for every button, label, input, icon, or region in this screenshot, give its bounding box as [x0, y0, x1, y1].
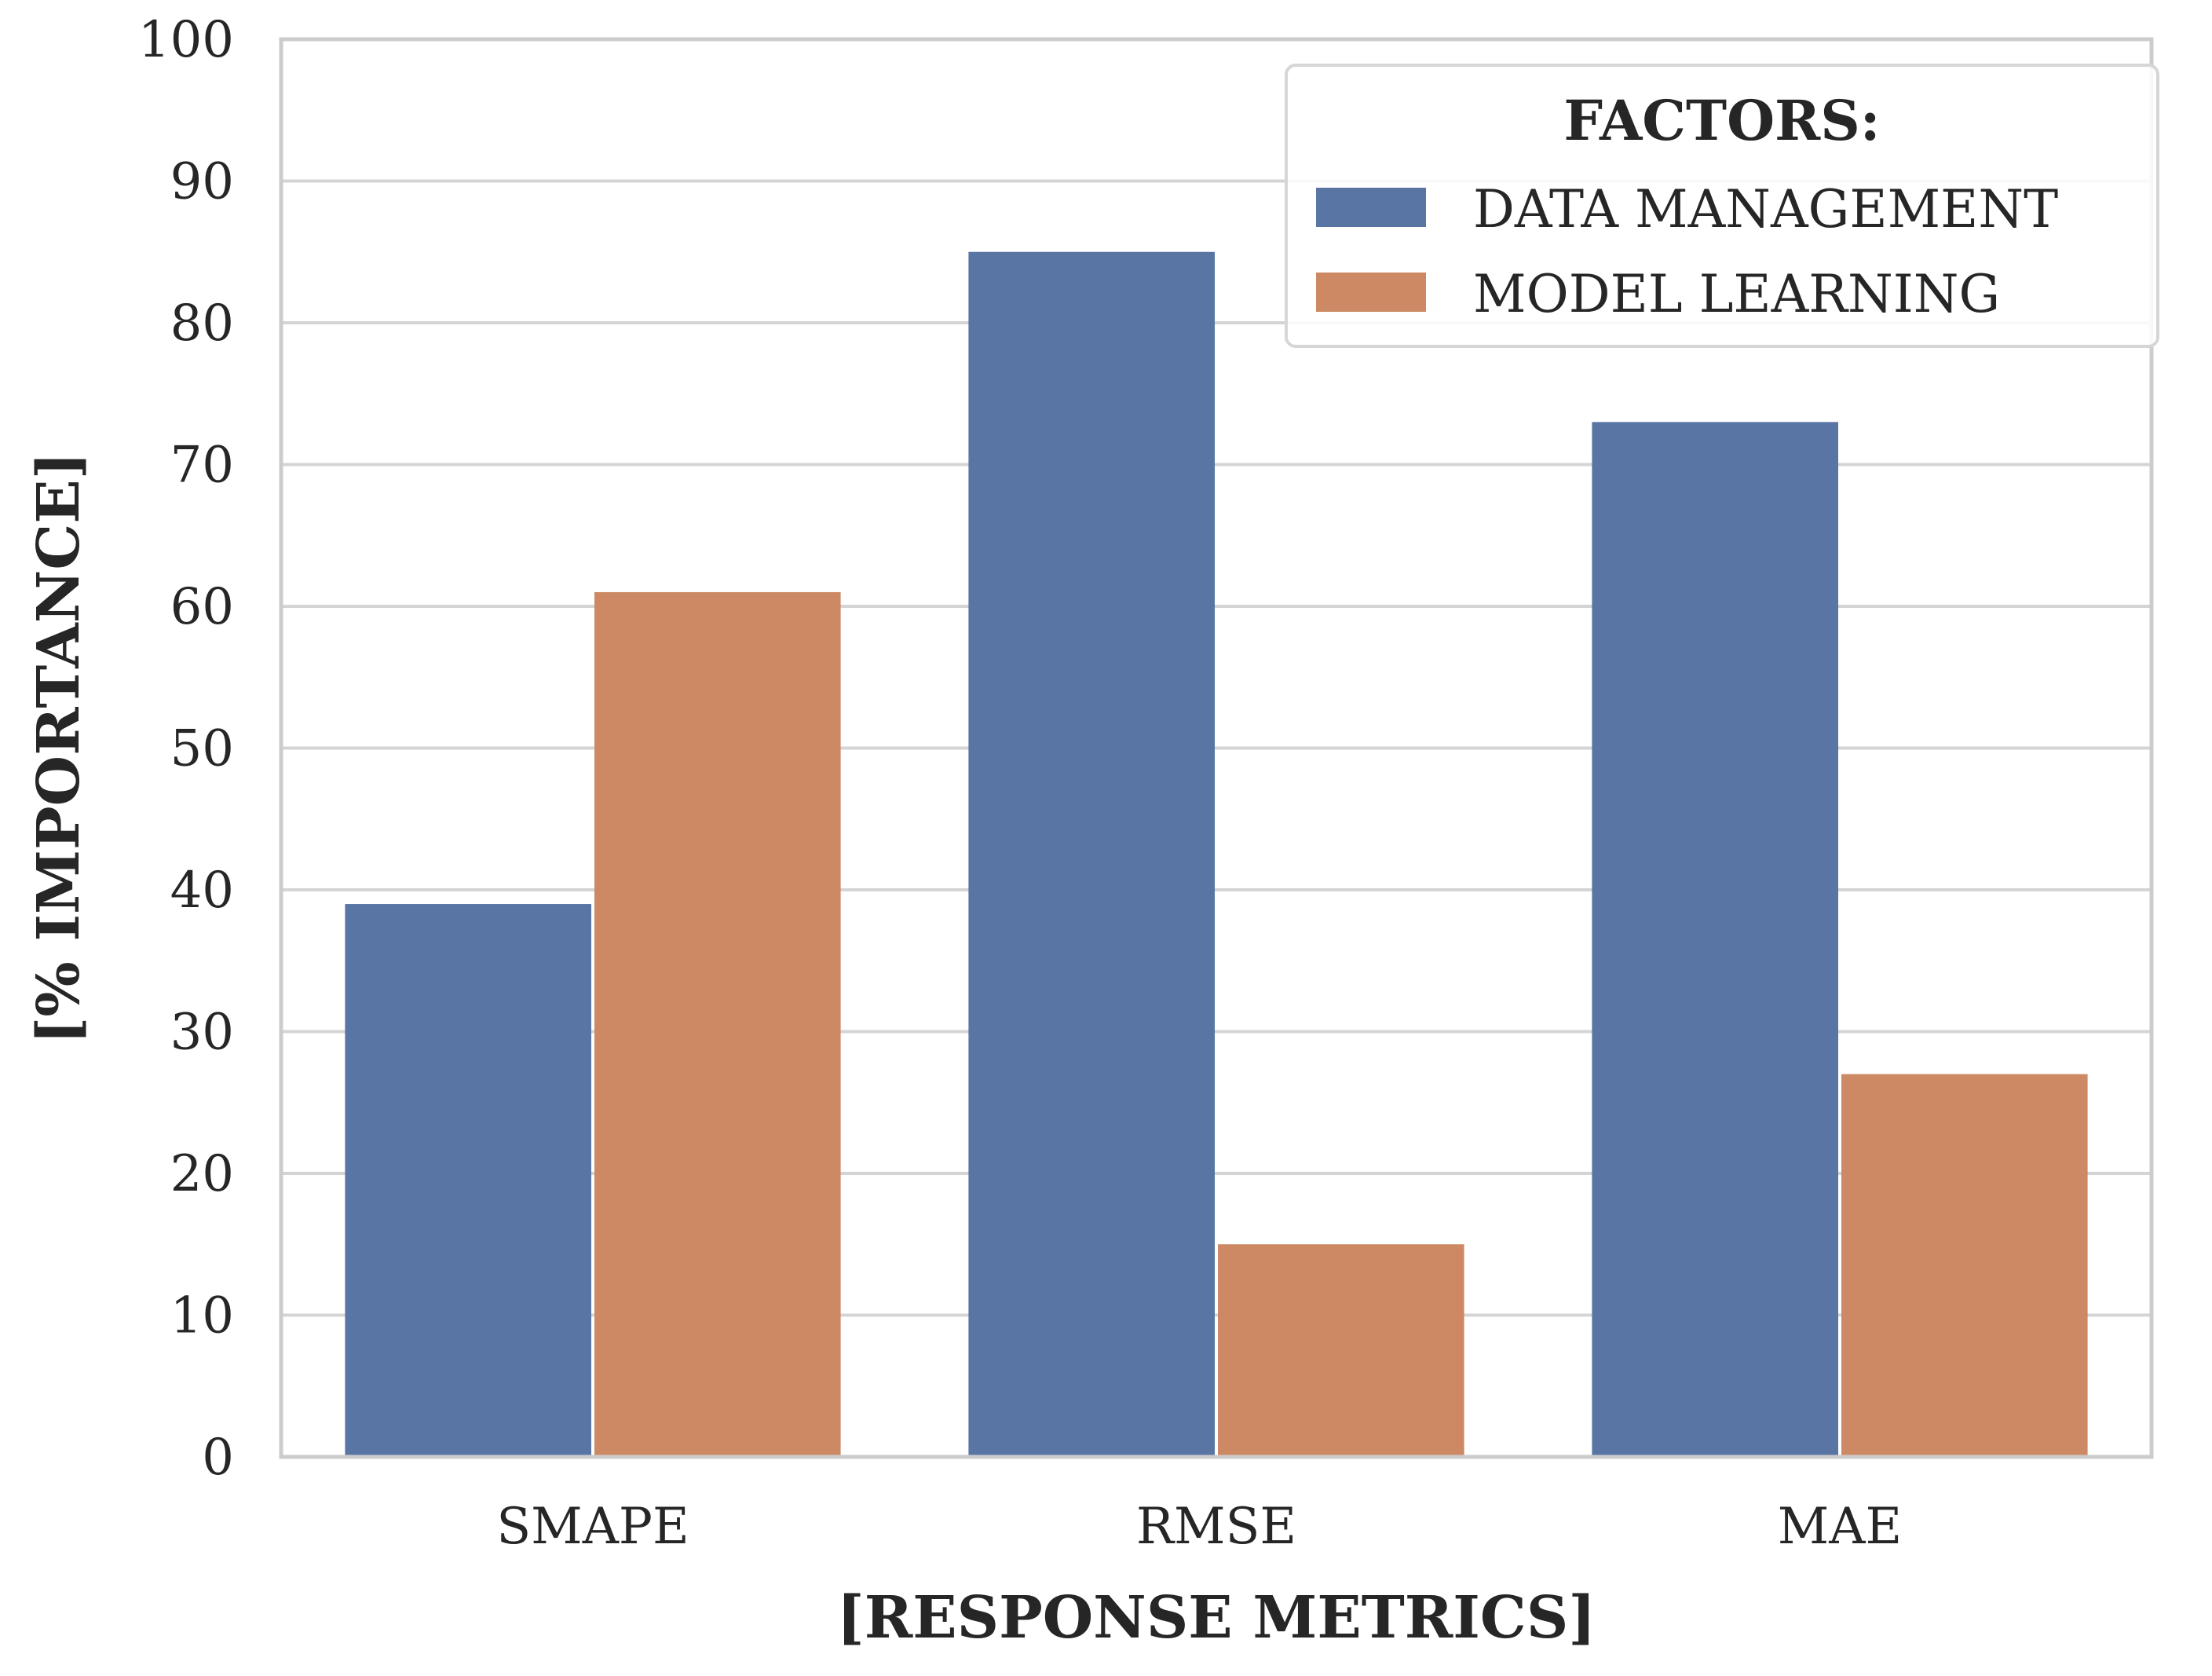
bar-data-management-smape [345, 904, 591, 1457]
y-tick-label: 80 [170, 295, 234, 353]
plot-frame [279, 37, 2154, 1459]
legend-swatch-model-learning [1316, 273, 1426, 312]
legend-items: DATA MANAGEMENT MODEL LEARNING [1316, 179, 2058, 324]
bars [345, 251, 2088, 1458]
y-tick-label: 90 [170, 153, 234, 211]
y-tick-label: 70 [170, 437, 234, 495]
x-tick-label: RMSE [1136, 1498, 1296, 1556]
legend-title: FACTORS: [1563, 88, 1880, 153]
x-tick-label: MAE [1778, 1498, 1902, 1556]
x-tick-label: SMAPE [496, 1498, 689, 1556]
y-tick-label: 60 [170, 578, 234, 636]
bar-model-learning-rmse [1218, 1244, 1464, 1457]
bar-model-learning-smape [594, 591, 841, 1458]
bar-model-learning-mae [1841, 1074, 2088, 1457]
y-tick-label: 30 [170, 1004, 234, 1062]
legend-label: MODEL LEARNING [1473, 264, 2000, 324]
y-tick-labels: 0 10 20 30 40 50 60 70 80 90 100 [138, 11, 234, 1487]
bar-data-management-rmse [968, 251, 1215, 1457]
legend-label: DATA MANAGEMENT [1473, 179, 2058, 240]
legend-box [1285, 64, 2159, 348]
bar-data-management-mae [1592, 422, 1838, 1457]
legend: FACTORS: DATA MANAGEMENT MODEL LEARNING [1285, 64, 2159, 348]
y-tick-label: 10 [170, 1287, 234, 1345]
y-axis-title: [% IMPORTANCE] [25, 452, 93, 1044]
y-tick-label: 0 [202, 1429, 234, 1487]
y-tick-label: 50 [170, 720, 234, 778]
y-tick-label: 100 [138, 11, 234, 69]
y-tick-label: 20 [170, 1145, 234, 1203]
y-tick-label: 40 [170, 862, 234, 920]
x-axis-title: [RESPONSE METRICS] [837, 1584, 1596, 1652]
x-tick-labels: SMAPE RMSE MAE [496, 1498, 1902, 1556]
legend-swatch-data-management [1316, 188, 1426, 227]
